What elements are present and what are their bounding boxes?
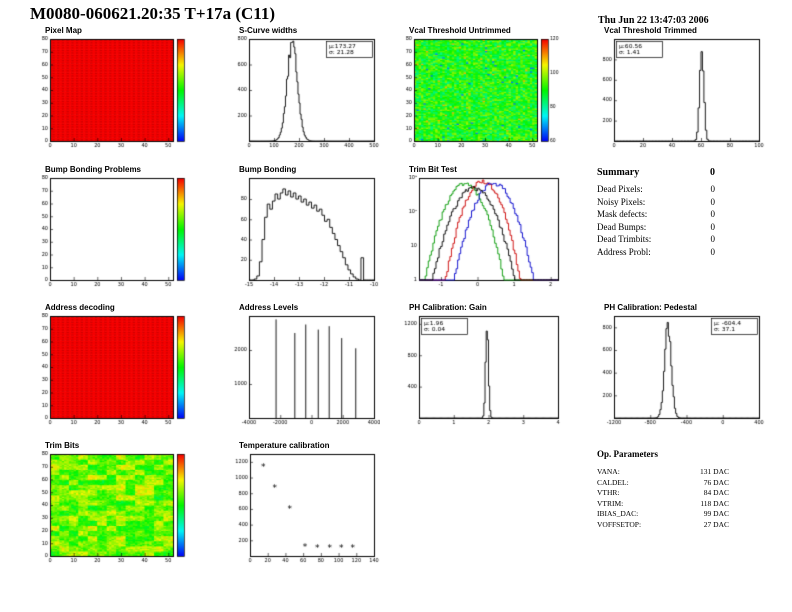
summary-row: Noisy Pixels: 0	[597, 196, 715, 209]
vcal-untrimmed-plot	[400, 36, 564, 152]
panel-address-decoding: Address decoding	[36, 303, 200, 430]
panel-summary: Summary 0 Dead Pixels: 0 Noisy Pixels: 0…	[597, 167, 767, 291]
ph-gain-plot	[400, 313, 564, 429]
temperature-calibration-plot	[230, 451, 380, 567]
temperature-calibration-title: Temperature calibration	[239, 441, 330, 450]
pixel-map-plot	[36, 36, 200, 152]
op-param-label: VANA:	[597, 467, 620, 476]
op-param-label: CALDEL:	[597, 477, 629, 487]
panel-vcal-untrimmed: Vcal Threshold Untrimmed	[400, 26, 564, 153]
panel-address-levels: Address Levels	[230, 303, 380, 430]
bump-bonding-problems-plot	[36, 175, 200, 291]
ph-pedestal-title: PH Calibration: Pedestal	[604, 303, 697, 312]
scurve-widths-title: S-Curve widths	[239, 26, 298, 35]
summary-label: Dead Bumps:	[597, 221, 647, 232]
op-param-value: 131 DAC	[700, 467, 729, 476]
summary-value: 0	[710, 184, 716, 194]
summary-row: Dead Pixels: 0	[597, 183, 715, 196]
op-param-row: VTHR: 84 DAC	[597, 488, 729, 499]
panel-bump-bonding-problems: Bump Bonding Problems	[36, 165, 200, 292]
summary-total: 0	[710, 167, 715, 178]
pixel-map-title: Pixel Map	[45, 26, 82, 35]
vcal-trimmed-plot	[595, 36, 765, 152]
summary-heading-row: Summary 0	[597, 167, 715, 178]
panel-temperature-calibration: Temperature calibration	[230, 441, 380, 568]
op-param-row: VANA: 131 DAC	[597, 467, 729, 478]
vcal-untrimmed-title: Vcal Threshold Untrimmed	[409, 26, 511, 35]
op-param-value: 99 DAC	[703, 509, 729, 518]
summary-label: Dead Pixels:	[597, 184, 643, 194]
summary-value: 0	[710, 196, 716, 207]
op-param-label: VTRIM:	[597, 498, 624, 508]
summary-row: Mask defects: 0	[597, 208, 715, 221]
summary-label: Mask defects:	[597, 209, 648, 219]
summary-value: 0	[710, 246, 716, 257]
bump-bonding-plot	[230, 175, 380, 291]
panel-trim-bit-test: Trim Bit Test	[400, 165, 564, 292]
summary-label: Noisy Pixels:	[597, 196, 646, 207]
panel-bump-bonding: Bump Bonding	[230, 165, 380, 292]
summary-heading: Summary	[597, 167, 640, 178]
op-parameters-heading: Op. Parameters	[597, 449, 658, 459]
timestamp: Thu Jun 22 13:47:03 2006	[598, 15, 709, 26]
op-param-value: 118 DAC	[700, 498, 729, 508]
summary-row: Dead Trimbits: 0	[597, 233, 715, 246]
bump-bonding-title: Bump Bonding	[239, 165, 297, 174]
op-param-label: VTHR:	[597, 488, 620, 497]
address-levels-plot	[230, 313, 380, 429]
trim-bits-title: Trim Bits	[45, 441, 80, 450]
panel-ph-gain: PH Calibration: Gain	[400, 303, 564, 430]
scurve-widths-plot	[230, 36, 380, 152]
summary-label: Dead Trimbits:	[597, 234, 652, 244]
op-param-value: 84 DAC	[703, 488, 729, 497]
panel-scurve-widths: S-Curve widths	[230, 26, 380, 153]
op-param-label: VOFFSETOP:	[597, 519, 642, 529]
summary-value: 0	[710, 209, 716, 219]
trim-bit-test-plot	[400, 175, 564, 291]
op-param-label: IBIAS_DAC:	[597, 509, 639, 518]
op-param-value: 76 DAC	[703, 477, 729, 487]
summary-row: Address Probl: 0	[597, 246, 715, 259]
summary-row: Dead Bumps: 0	[597, 221, 715, 234]
summary-value: 0	[710, 221, 716, 232]
panel-vcal-trimmed: Vcal Threshold Trimmed	[595, 26, 765, 153]
panel-trim-bits: Trim Bits	[36, 441, 200, 568]
ph-gain-title: PH Calibration: Gain	[409, 303, 487, 312]
panel-pixel-map: Pixel Map	[36, 26, 200, 153]
summary-label: Address Probl:	[597, 246, 651, 257]
op-param-row: VTRIM: 118 DAC	[597, 499, 729, 510]
op-param-row: VOFFSETOP: 27 DAC	[597, 520, 729, 531]
address-decoding-plot	[36, 313, 200, 429]
address-decoding-title: Address decoding	[45, 303, 115, 312]
op-param-value: 27 DAC	[703, 519, 729, 529]
ph-pedestal-plot	[595, 313, 765, 429]
page-title: M0080-060621.20:35 T+17a (C11)	[30, 4, 275, 23]
op-param-row: CALDEL: 76 DAC	[597, 478, 729, 489]
summary-value: 0	[710, 234, 716, 244]
trim-bits-plot	[36, 451, 200, 567]
address-levels-title: Address Levels	[239, 303, 299, 312]
bump-bonding-problems-title: Bump Bonding Problems	[45, 165, 141, 174]
panel-ph-pedestal: PH Calibration: Pedestal	[595, 303, 765, 430]
trim-bit-test-title: Trim Bit Test	[409, 165, 457, 174]
vcal-trimmed-title: Vcal Threshold Trimmed	[604, 26, 697, 35]
panel-op-parameters: Op. Parameters VANA: 131 DAC CALDEL: 76 …	[597, 449, 767, 567]
op-param-row: IBIAS_DAC: 99 DAC	[597, 509, 729, 520]
